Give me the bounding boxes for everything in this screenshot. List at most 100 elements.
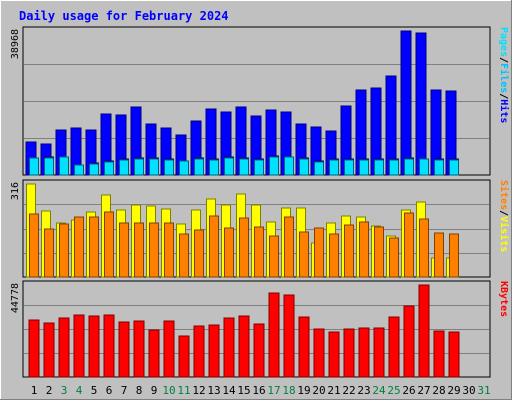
x-tick-label: 25 <box>387 384 400 397</box>
x-tick-label: 22 <box>342 384 355 397</box>
bar-kbytes <box>343 328 355 378</box>
y-max-label: 316 <box>10 182 21 200</box>
bar-kbytes <box>58 317 70 378</box>
bar-sites <box>344 224 354 278</box>
bar-pages <box>359 159 369 176</box>
bar-pages <box>389 159 399 176</box>
x-tick-label: 24 <box>372 384 386 397</box>
bar-sites <box>209 215 219 278</box>
legend-part: Visits <box>498 216 510 252</box>
bar-kbytes <box>238 315 250 378</box>
bar-sites <box>119 222 129 278</box>
x-tick-label: 20 <box>312 384 325 397</box>
bar-kbytes <box>178 335 190 378</box>
x-tick-label: 8 <box>136 384 143 397</box>
bar-pages <box>419 158 429 176</box>
x-tick-label: 18 <box>282 384 295 397</box>
x-tick-label: 27 <box>417 384 430 397</box>
bar-pages <box>89 163 99 176</box>
bar-sites <box>239 217 249 278</box>
bar-pages <box>449 159 459 176</box>
bar-kbytes <box>448 331 460 378</box>
x-tick-label: 6 <box>106 384 113 397</box>
bar-sites <box>404 212 414 278</box>
x-tick-label: 11 <box>177 384 190 397</box>
x-tick-label: 28 <box>432 384 445 397</box>
bar-sites <box>449 233 459 278</box>
bar-sites <box>254 226 264 278</box>
bar-sites <box>74 216 84 278</box>
x-tick-label: 13 <box>207 384 220 397</box>
bar-kbytes <box>43 322 55 378</box>
bar-pages <box>404 158 414 176</box>
panel-3: 44778 KBytes <box>10 280 509 378</box>
bar-pages <box>314 161 324 176</box>
bar-hits <box>415 32 427 176</box>
x-tick-label: 4 <box>76 384 83 397</box>
bar-kbytes <box>253 323 265 378</box>
bar-kbytes <box>163 320 175 378</box>
bar-sites <box>149 222 159 278</box>
x-tick-label: 10 <box>162 384 175 397</box>
legend-part: Pages <box>498 27 509 57</box>
bar-kbytes <box>328 331 340 378</box>
legend-part: Hits <box>498 99 510 123</box>
bar-sites <box>164 222 174 278</box>
bar-sites <box>374 226 384 278</box>
x-tick-label: 5 <box>91 384 98 397</box>
bar-pages <box>149 158 159 176</box>
legend-part: Sites <box>498 180 510 210</box>
right-axis-label: KBytes <box>498 281 509 317</box>
bar-pages <box>284 156 294 176</box>
bar-sites <box>194 229 204 278</box>
bar-kbytes <box>133 320 145 378</box>
bar-kbytes <box>103 314 115 378</box>
x-tick-label: 16 <box>252 384 265 397</box>
panel-2: 316 Sites/Visits <box>10 179 510 278</box>
chart-title: Daily usage for February 2024 <box>19 9 229 23</box>
bar-kbytes <box>28 319 40 378</box>
bar-kbytes <box>208 324 220 378</box>
x-tick-label: 15 <box>237 384 250 397</box>
bar-pages <box>239 158 249 176</box>
x-tick-label: 26 <box>402 384 415 397</box>
x-tick-label: 9 <box>151 384 158 397</box>
bar-sites <box>314 227 324 278</box>
bar-kbytes <box>418 284 430 378</box>
legend-part: / <box>498 93 509 99</box>
bar-kbytes <box>433 330 445 378</box>
bar-sites <box>434 232 444 278</box>
x-tick-label: 21 <box>327 384 340 397</box>
y-max-label: 38968 <box>10 29 21 59</box>
bar-pages <box>164 159 174 176</box>
bar-kbytes <box>73 314 85 378</box>
bar-pages <box>59 156 69 176</box>
x-tick-label: 14 <box>222 384 236 397</box>
bar-hits <box>400 30 412 176</box>
legend-part: Files <box>498 63 510 93</box>
bar-sites <box>29 213 39 278</box>
x-tick-label: 23 <box>357 384 370 397</box>
bar-sites <box>299 231 309 278</box>
bar-kbytes <box>358 327 370 378</box>
bar-kbytes <box>388 316 400 378</box>
bar-pages <box>269 156 279 176</box>
bar-sites <box>329 233 339 278</box>
bar-kbytes <box>223 317 235 378</box>
bar-sites <box>359 221 369 278</box>
bar-pages <box>209 159 219 176</box>
x-tick-label: 29 <box>447 384 460 397</box>
bar-sites <box>59 223 69 278</box>
bar-sites <box>44 228 54 278</box>
bar-kbytes <box>193 325 205 378</box>
bar-pages <box>374 159 384 176</box>
bar-sites <box>269 235 279 278</box>
x-tick-label: 7 <box>121 384 128 397</box>
bar-pages <box>179 160 189 176</box>
bar-pages <box>254 159 264 176</box>
bar-pages <box>194 158 204 176</box>
right-axis-label: Sites/Visits <box>498 180 510 252</box>
bar-pages <box>299 158 309 176</box>
